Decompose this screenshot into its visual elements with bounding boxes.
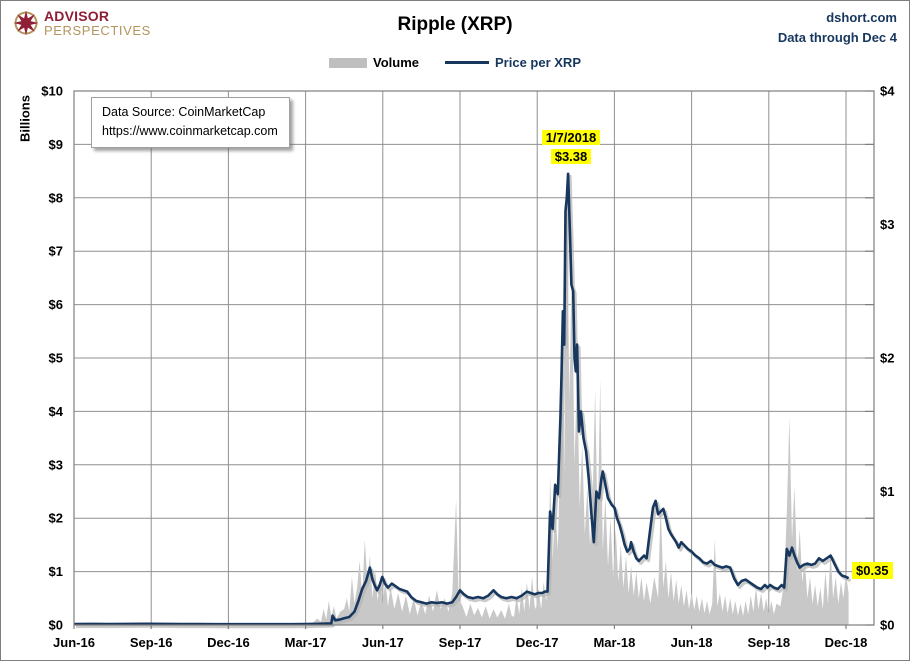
svg-text:$9: $9 (49, 137, 63, 152)
svg-text:$4: $4 (880, 84, 895, 99)
chart-title: Ripple (XRP) (397, 14, 513, 35)
legend-item-price: Price per XRP (445, 55, 581, 70)
data-source-line1: Data Source: CoinMarketCap (102, 105, 266, 119)
price-line-swatch (445, 61, 489, 64)
svg-text:$8: $8 (49, 190, 63, 205)
svg-text:$2: $2 (49, 511, 63, 526)
volume-swatch (329, 57, 367, 68)
legend: Volume Price per XRP (1, 55, 909, 70)
svg-text:$1: $1 (880, 484, 894, 499)
svg-text:$6: $6 (49, 297, 63, 312)
source-site: dshort.com (826, 10, 897, 25)
svg-text:$7: $7 (49, 244, 63, 259)
last-price-annotation: $0.35 (852, 562, 893, 580)
data-source-line2: https://www.coinmarketcap.com (102, 123, 278, 138)
legend-item-volume: Volume (329, 55, 419, 70)
svg-text:$4: $4 (49, 404, 64, 419)
svg-text:Dec-17: Dec-17 (516, 635, 559, 650)
logo-text-perspectives: PERSPECTIVES (44, 23, 151, 38)
svg-text:Dec-16: Dec-16 (207, 635, 250, 650)
svg-text:$0: $0 (880, 618, 894, 633)
volume-legend-label: Volume (373, 55, 419, 70)
data-through-date: Data through Dec 4 (777, 30, 897, 46)
svg-text:Jun-17: Jun-17 (362, 635, 404, 650)
data-source-box: Data Source: CoinMarketCap https://www.c… (91, 97, 290, 148)
svg-text:$3: $3 (49, 457, 63, 472)
compass-icon (13, 10, 39, 36)
svg-text:$10: $10 (41, 84, 63, 99)
svg-text:Sep-17: Sep-17 (439, 635, 482, 650)
svg-text:Sep-18: Sep-18 (747, 635, 790, 650)
svg-text:$1: $1 (49, 564, 63, 579)
svg-text:Jun-16: Jun-16 (53, 635, 95, 650)
last-price-label: $0.35 (852, 562, 893, 579)
peak-annotation: 1/7/2018 $3.38 (501, 128, 641, 166)
peak-price-label: $3.38 (550, 149, 592, 164)
source-block: dshort.com Data through Dec 4 (778, 8, 897, 48)
svg-text:Mar-17: Mar-17 (285, 635, 327, 650)
peak-date-label: 1/7/2018 (541, 130, 601, 145)
svg-text:$3: $3 (880, 217, 894, 232)
svg-text:$5: $5 (49, 351, 63, 366)
svg-text:Dec-18: Dec-18 (825, 635, 868, 650)
price-legend-label: Price per XRP (495, 55, 581, 70)
svg-text:Sep-16: Sep-16 (130, 635, 173, 650)
svg-text:$2: $2 (880, 351, 894, 366)
svg-text:Mar-18: Mar-18 (593, 635, 635, 650)
advisor-perspectives-logo: ADVISOR PERSPECTIVES (11, 8, 151, 38)
svg-text:Jun-18: Jun-18 (671, 635, 713, 650)
logo-text-advisor: ADVISOR (44, 8, 110, 24)
svg-text:$0: $0 (49, 618, 63, 633)
